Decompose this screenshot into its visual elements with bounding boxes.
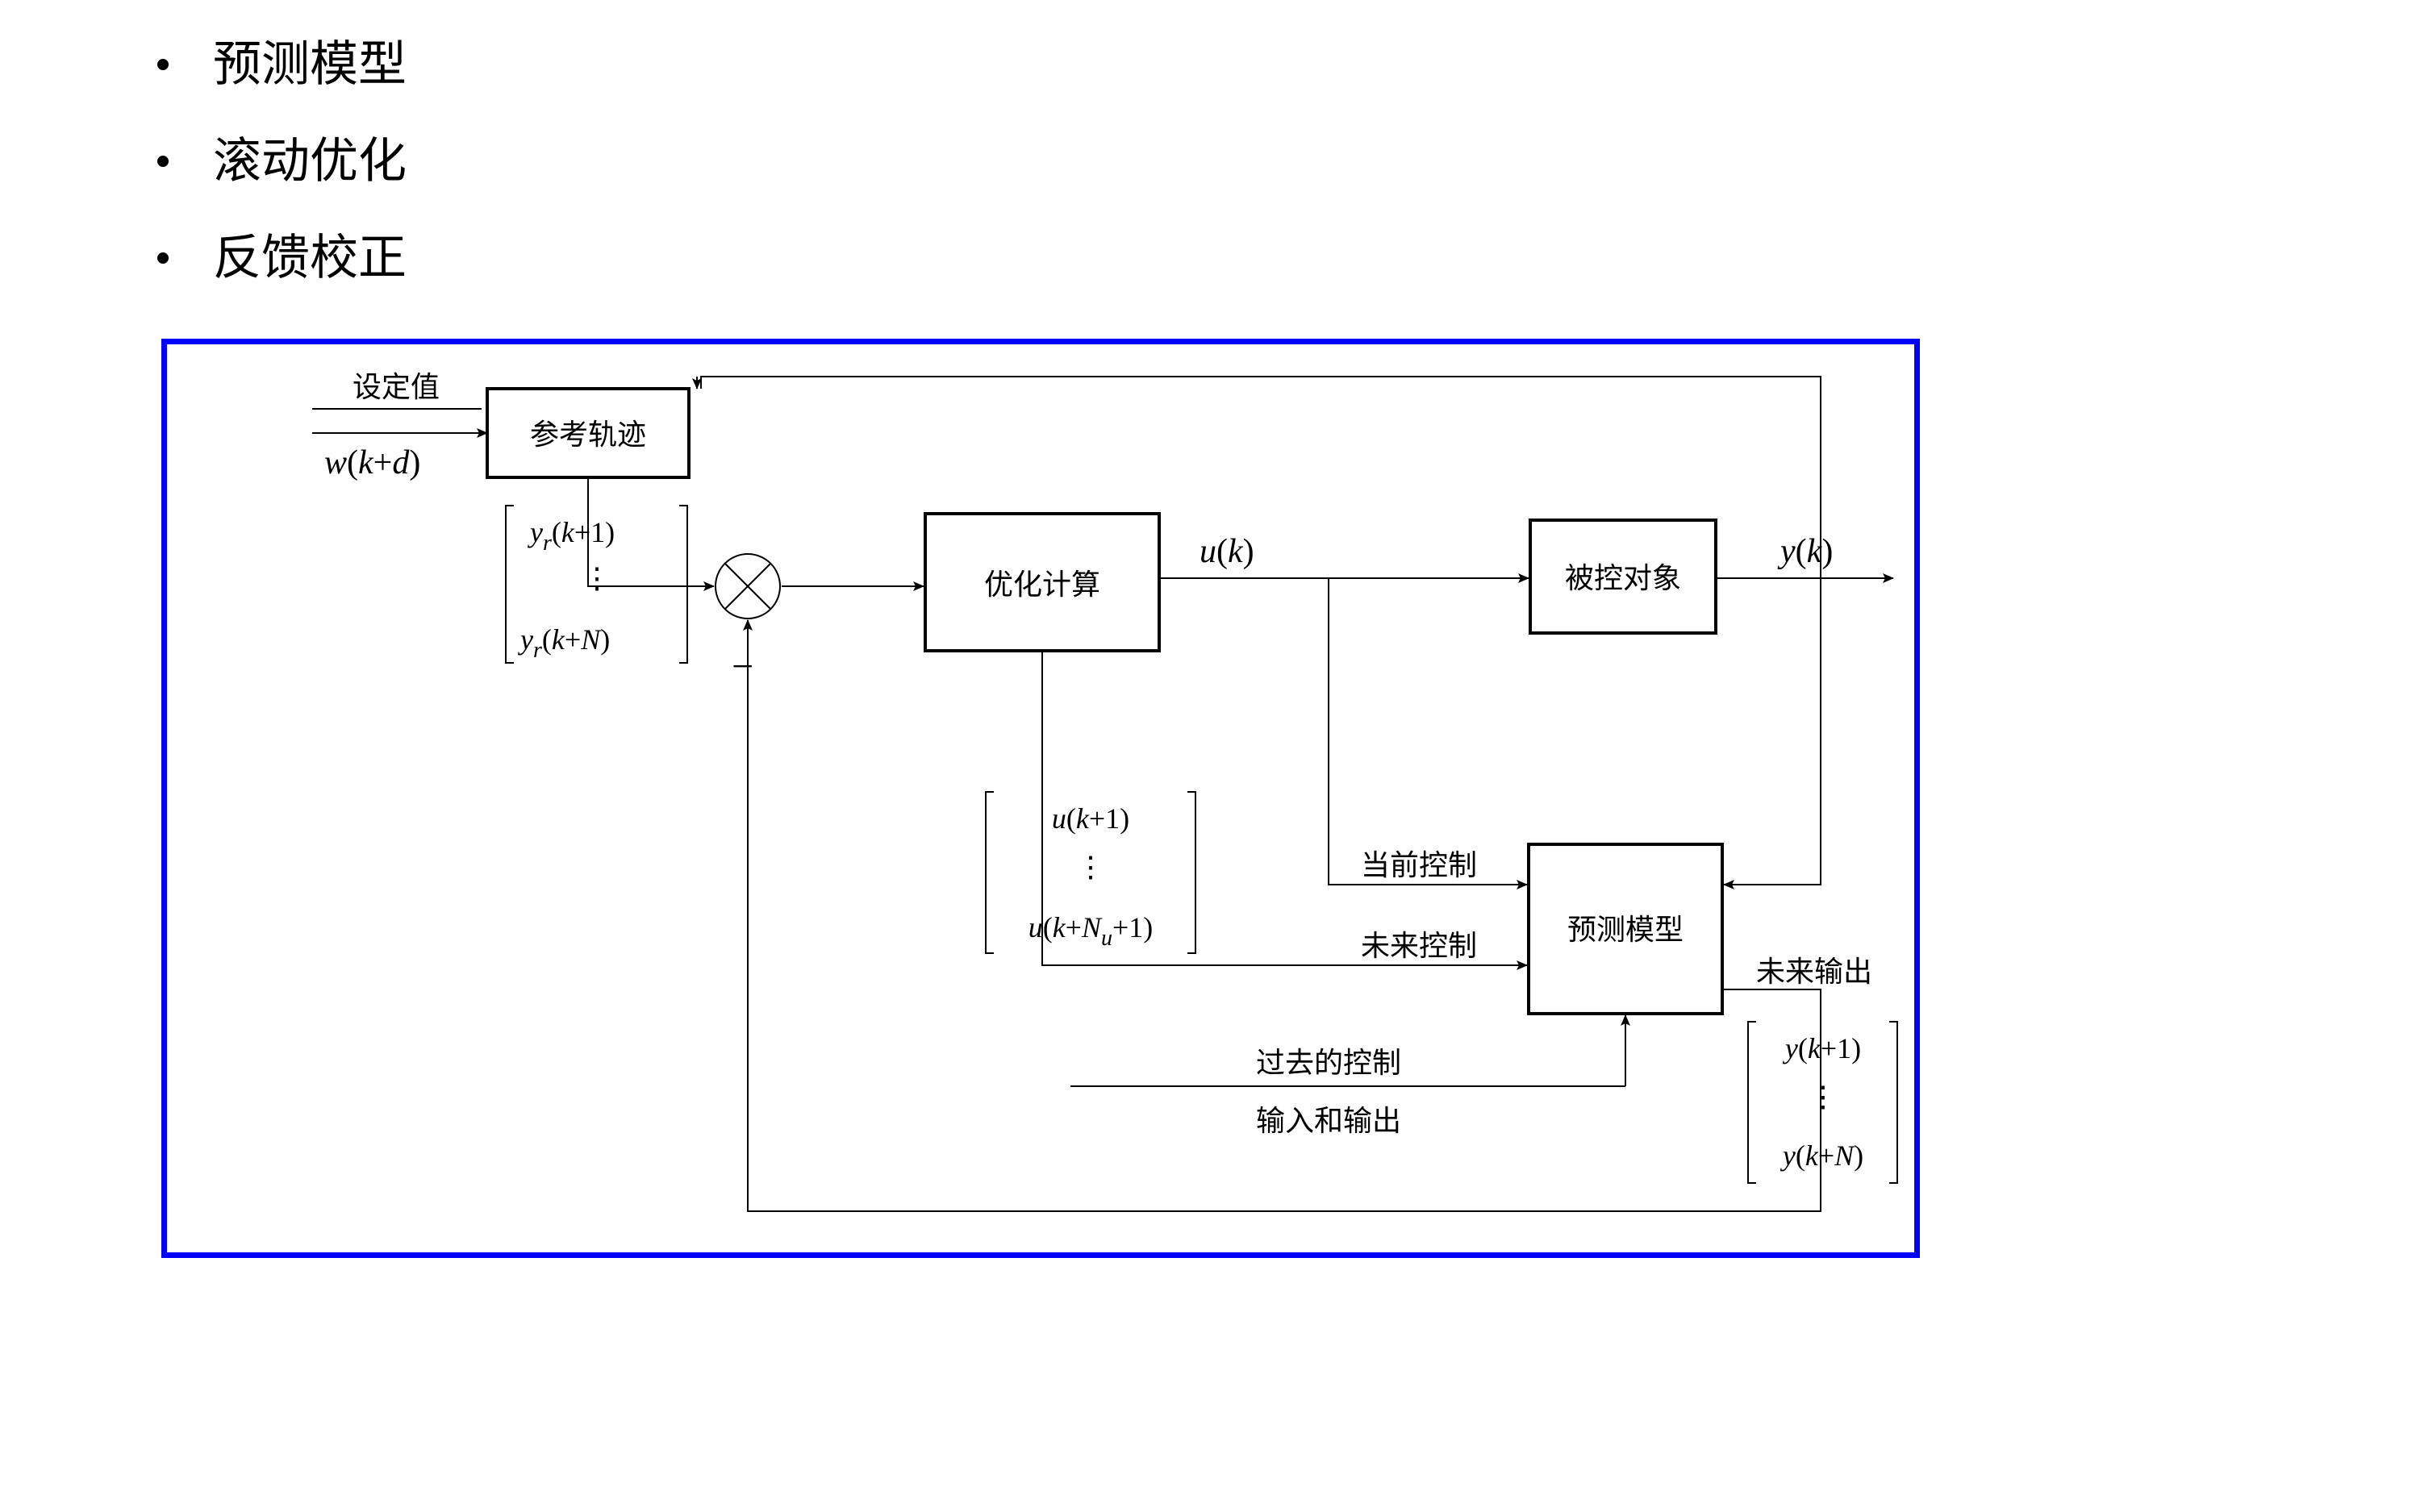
current-ctrl-arrow bbox=[1329, 578, 1527, 885]
diagram-svg: 参考轨迹 设定值 w(k+d) yr(k+1) ⋮ yr(k+N) bbox=[167, 344, 1914, 1252]
block-diagram: 参考轨迹 设定值 w(k+d) yr(k+1) ⋮ yr(k+N) bbox=[161, 339, 1920, 1258]
u-dots: ⋮ bbox=[1076, 851, 1105, 883]
bullet-dot-icon bbox=[157, 59, 169, 70]
future-ctrl-label: 未来控制 bbox=[1361, 930, 1477, 962]
yr-bot-label: yr(k+N) bbox=[518, 623, 610, 663]
bullet-item: 预测模型 bbox=[157, 16, 407, 113]
bullet-text: 反馈校正 bbox=[213, 210, 407, 306]
u-bot-label: u(k+Nu+1) bbox=[1028, 911, 1154, 951]
ref-trajectory-label: 参考轨迹 bbox=[530, 419, 646, 451]
u-vector: u(k+1) ⋮ u(k+Nu+1) bbox=[986, 792, 1195, 953]
current-ctrl-label: 当前控制 bbox=[1361, 849, 1477, 881]
bullet-dot-icon bbox=[157, 156, 169, 167]
yk-label: y(k) bbox=[1777, 533, 1833, 570]
yk-to-predmodel-arrow bbox=[1724, 578, 1821, 885]
future-output-label: 未来输出 bbox=[1756, 956, 1872, 988]
pred-model-label: 预测模型 bbox=[1567, 914, 1684, 946]
past-io-label-2: 输入和输出 bbox=[1256, 1105, 1401, 1137]
uk-label: u(k) bbox=[1200, 533, 1254, 570]
yr-dots: ⋮ bbox=[582, 562, 611, 594]
bullet-item: 滚动优化 bbox=[157, 113, 407, 210]
bullet-text: 预测模型 bbox=[213, 16, 407, 113]
setpoint-math-label: w(k+d) bbox=[324, 444, 420, 481]
y-vector: y(k+1) ⋮ y(k+N) bbox=[1748, 1022, 1897, 1183]
bullet-list: 预测模型 滚动优化 反馈校正 bbox=[157, 16, 407, 306]
yr-top-label: yr(k+1) bbox=[528, 516, 615, 556]
optimization-label: 优化计算 bbox=[984, 569, 1100, 601]
bullet-item: 反馈校正 bbox=[157, 210, 407, 306]
setpoint-cn-label: 设定值 bbox=[353, 371, 440, 403]
bullet-dot-icon bbox=[157, 252, 169, 264]
y-top-label: y(k+1) bbox=[1783, 1032, 1861, 1064]
yr-vector: yr(k+1) ⋮ yr(k+N) bbox=[506, 506, 687, 663]
minus-sign: − bbox=[732, 645, 753, 688]
bullet-text: 滚动优化 bbox=[213, 113, 407, 210]
y-bot-label: y(k+N) bbox=[1780, 1139, 1863, 1172]
u-top-label: u(k+1) bbox=[1052, 802, 1129, 835]
past-io-label-1: 过去的控制 bbox=[1256, 1047, 1401, 1079]
plant-label: 被控对象 bbox=[1565, 562, 1681, 594]
y-dots: ⋮ bbox=[1809, 1081, 1838, 1113]
